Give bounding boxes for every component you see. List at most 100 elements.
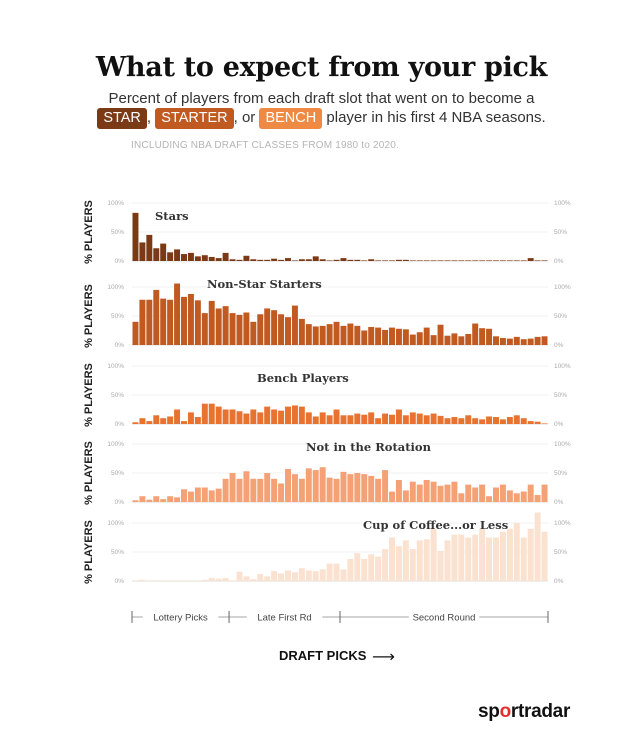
bar-starter-pick-8 xyxy=(181,296,187,345)
bar-bench-pick-56 xyxy=(513,415,520,424)
bar-starter-pick-9 xyxy=(187,293,194,345)
bar-star-pick-2 xyxy=(139,242,146,261)
bar-starter-pick-26 xyxy=(305,324,312,345)
y-tick-label-left: 50% xyxy=(111,392,124,399)
y-tick-label-right: 0% xyxy=(554,258,564,265)
bar-star-pick-48 xyxy=(458,260,465,262)
bar-bench-pick-49 xyxy=(465,415,472,424)
bar-starter-pick-17 xyxy=(243,312,250,345)
bar-rotation-pick-33 xyxy=(354,473,361,502)
bar-starter-pick-30 xyxy=(333,321,340,345)
bar-bench-pick-12 xyxy=(208,403,215,424)
bar-starter-pick-18 xyxy=(250,321,257,345)
y-tick-label-left: 100% xyxy=(107,363,124,370)
bar-bench-pick-23 xyxy=(285,406,291,424)
bar-coffee-pick-47 xyxy=(451,534,458,581)
bar-coffee-pick-13 xyxy=(215,578,222,581)
y-tick-label-right: 0% xyxy=(554,499,564,506)
bar-bench-pick-51 xyxy=(479,419,486,424)
bar-bench-pick-2 xyxy=(139,418,146,424)
bar-star-pick-6 xyxy=(167,252,174,261)
bar-star-pick-35 xyxy=(368,259,375,261)
bar-star-pick-15 xyxy=(229,259,236,261)
y-tick-label-left: 0% xyxy=(115,258,125,265)
y-tick-label-left: 0% xyxy=(115,342,125,349)
bar-coffee-pick-19 xyxy=(257,574,264,581)
bar-starter-pick-1 xyxy=(132,321,139,345)
bar-rotation-pick-13 xyxy=(215,488,222,502)
bar-coffee-pick-23 xyxy=(285,570,291,581)
bar-rotation-pick-57 xyxy=(520,491,527,502)
right-arrow-icon: ⟶ xyxy=(372,649,395,666)
subtitle-line-2-end: player in his first 4 NBA seasons. xyxy=(326,109,546,126)
y-tick-label-right: 100% xyxy=(554,441,571,448)
bar-coffee-pick-48 xyxy=(458,534,465,581)
bar-star-pick-3 xyxy=(146,234,153,261)
bar-coffee-pick-41 xyxy=(409,549,416,581)
bar-star-pick-55 xyxy=(506,260,513,262)
bar-coffee-pick-5 xyxy=(160,580,167,582)
bar-star-pick-58 xyxy=(527,258,534,261)
y-tick-label-right: 50% xyxy=(554,470,567,477)
bar-bench-pick-8 xyxy=(181,421,187,424)
bar-rotation-pick-24 xyxy=(291,474,298,502)
bar-starter-pick-34 xyxy=(361,330,368,345)
bar-starter-pick-35 xyxy=(368,327,375,345)
bar-coffee-pick-24 xyxy=(291,572,298,581)
y-tick-label-right: 100% xyxy=(554,363,571,370)
bar-star-pick-21 xyxy=(271,258,278,261)
bar-starter-pick-12 xyxy=(208,300,215,345)
bar-bench-pick-37 xyxy=(382,413,389,424)
bar-bench-pick-10 xyxy=(194,417,201,424)
bar-starter-pick-41 xyxy=(409,334,416,345)
bar-rotation-pick-2 xyxy=(139,496,146,502)
bar-coffee-pick-58 xyxy=(527,528,534,581)
bar-coffee-pick-39 xyxy=(395,546,402,581)
panel-label-rotation: Not in the Rotation xyxy=(306,440,432,454)
bar-bench-pick-22 xyxy=(278,410,285,424)
y-tick-label-left: 0% xyxy=(115,578,125,585)
bar-coffee-pick-11 xyxy=(201,579,208,581)
bar-star-pick-12 xyxy=(208,256,215,261)
subtitle-line-1: Percent of players from each draft slot … xyxy=(108,90,535,107)
y-tick-label-right: 100% xyxy=(554,284,571,291)
segment-label-background xyxy=(408,611,480,623)
bar-star-pick-49 xyxy=(465,260,472,262)
bar-starter-pick-58 xyxy=(527,338,534,345)
bar-coffee-pick-38 xyxy=(389,537,395,581)
bar-starter-pick-19 xyxy=(257,314,264,345)
bar-star-pick-14 xyxy=(222,252,229,261)
bar-starter-pick-5 xyxy=(160,298,167,345)
bar-bench-pick-21 xyxy=(271,409,278,424)
bar-bench-pick-17 xyxy=(243,413,250,424)
bar-rotation-pick-46 xyxy=(444,484,451,502)
bar-rotation-pick-25 xyxy=(298,478,305,502)
bar-coffee-pick-33 xyxy=(354,553,361,581)
bar-starter-pick-4 xyxy=(153,289,160,345)
bar-coffee-pick-37 xyxy=(382,549,389,581)
bar-starter-pick-2 xyxy=(139,299,146,345)
bar-coffee-pick-45 xyxy=(437,550,444,581)
bar-bench-pick-35 xyxy=(368,412,375,424)
bar-bench-pick-60 xyxy=(541,423,548,425)
y-tick-label-left: 50% xyxy=(111,313,124,320)
bar-starter-pick-42 xyxy=(416,332,423,345)
legend-separator-2: , or xyxy=(233,109,256,126)
bar-rotation-pick-45 xyxy=(437,485,444,502)
bar-rotation-pick-11 xyxy=(201,487,208,502)
bar-starter-pick-14 xyxy=(222,306,229,345)
bar-coffee-pick-1 xyxy=(132,580,139,582)
bar-star-pick-57 xyxy=(520,260,527,262)
y-tick-label-right: 50% xyxy=(554,549,567,556)
bar-starter-pick-48 xyxy=(458,336,465,345)
bar-star-pick-54 xyxy=(499,260,506,262)
bar-rotation-pick-30 xyxy=(333,478,340,502)
bar-coffee-pick-31 xyxy=(340,569,347,581)
bar-bench-pick-39 xyxy=(395,409,402,424)
bar-coffee-pick-42 xyxy=(416,540,423,581)
segment-label: Lottery Picks xyxy=(153,613,208,624)
bar-starter-pick-29 xyxy=(326,324,333,345)
y-tick-label-left: 50% xyxy=(111,229,124,236)
y-tick-label-left: 50% xyxy=(111,470,124,477)
bar-starter-pick-27 xyxy=(312,326,319,345)
